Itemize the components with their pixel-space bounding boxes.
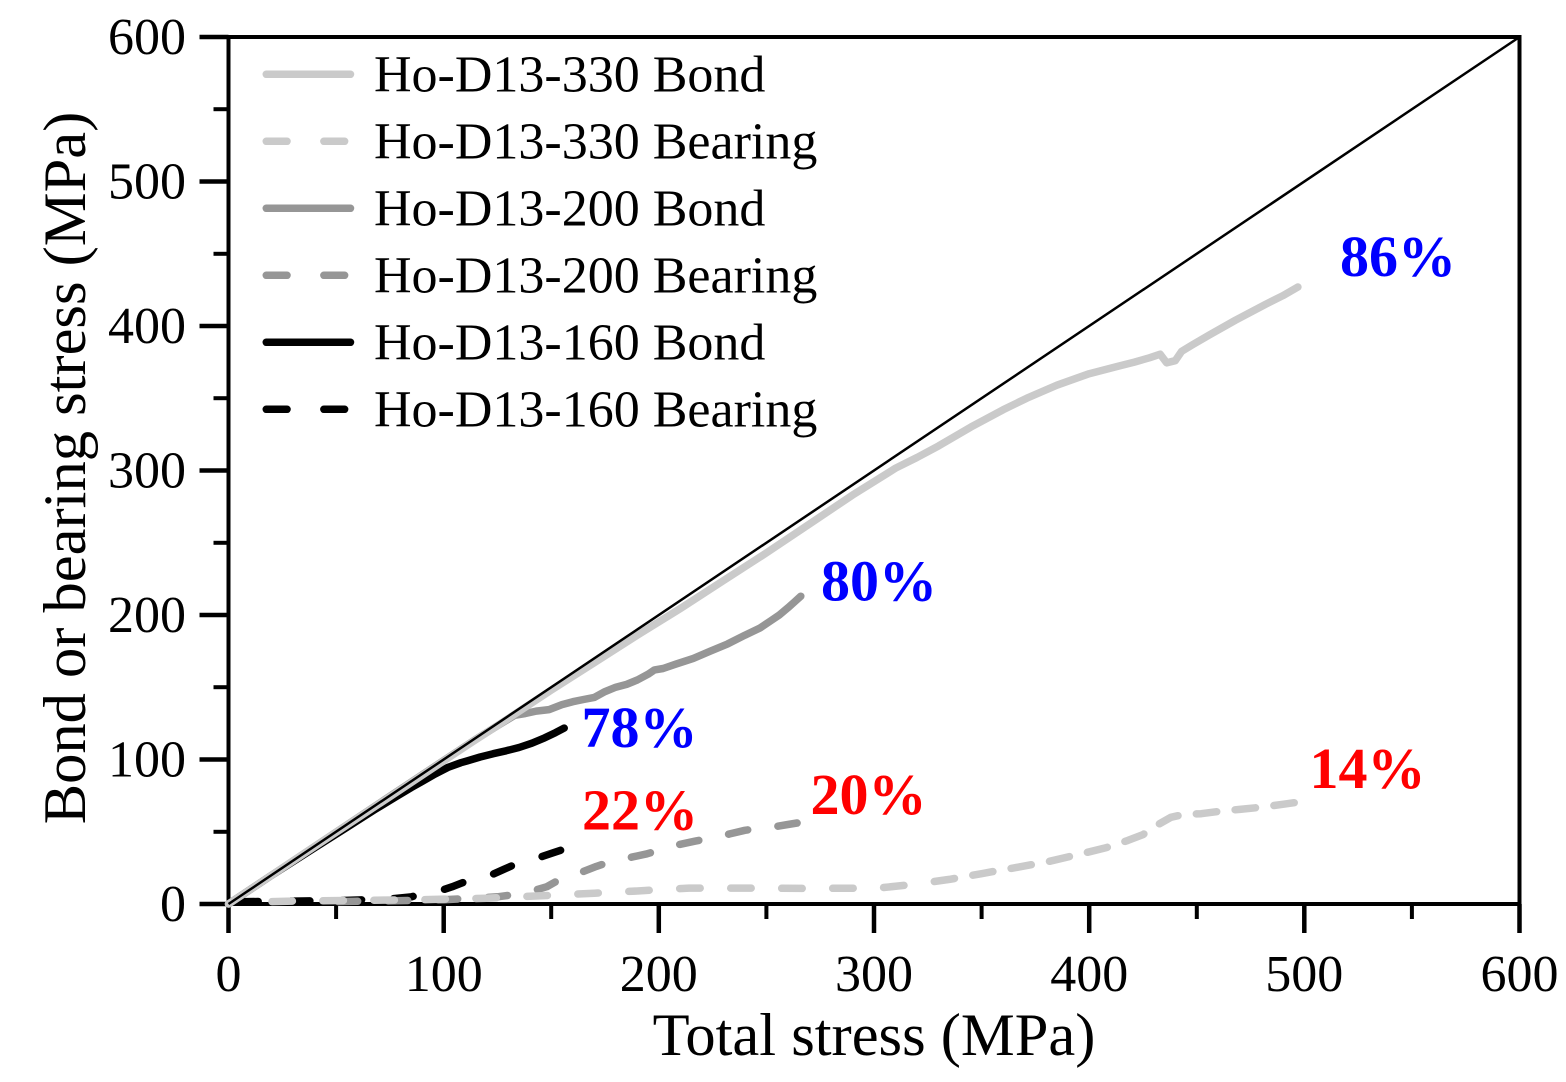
svg-text:0: 0 [216,946,242,1003]
svg-text:200: 200 [620,946,698,1003]
svg-text:400: 400 [108,298,186,355]
svg-text:78%: 78% [582,695,698,760]
svg-text:500: 500 [108,154,186,211]
svg-text:400: 400 [1050,946,1128,1003]
svg-text:Ho-D13-330 Bearing: Ho-D13-330 Bearing [374,114,817,171]
svg-text:Bond or bearing stress (MPa): Bond or bearing stress (MPa) [32,112,99,824]
svg-text:600: 600 [1481,946,1559,1003]
svg-text:300: 300 [835,946,913,1003]
svg-text:Ho-D13-160 Bond: Ho-D13-160 Bond [374,315,765,372]
svg-text:300: 300 [108,443,186,500]
svg-text:Ho-D13-200 Bond: Ho-D13-200 Bond [374,181,765,238]
svg-text:200: 200 [108,587,186,644]
svg-text:Ho-D13-160 Bearing: Ho-D13-160 Bearing [374,382,817,439]
svg-text:Ho-D13-200 Bearing: Ho-D13-200 Bearing [374,248,817,305]
svg-text:500: 500 [1265,946,1343,1003]
svg-text:Total stress (MPa): Total stress (MPa) [653,1002,1096,1069]
svg-text:0: 0 [160,876,186,933]
svg-text:Ho-D13-330 Bond: Ho-D13-330 Bond [374,47,765,104]
svg-text:20%: 20% [811,762,927,827]
svg-text:14%: 14% [1310,736,1426,801]
svg-text:86%: 86% [1340,224,1456,289]
svg-text:100: 100 [405,946,483,1003]
svg-text:100: 100 [108,732,186,789]
svg-text:22%: 22% [582,778,698,843]
svg-text:80%: 80% [821,549,937,614]
svg-text:600: 600 [108,9,186,66]
